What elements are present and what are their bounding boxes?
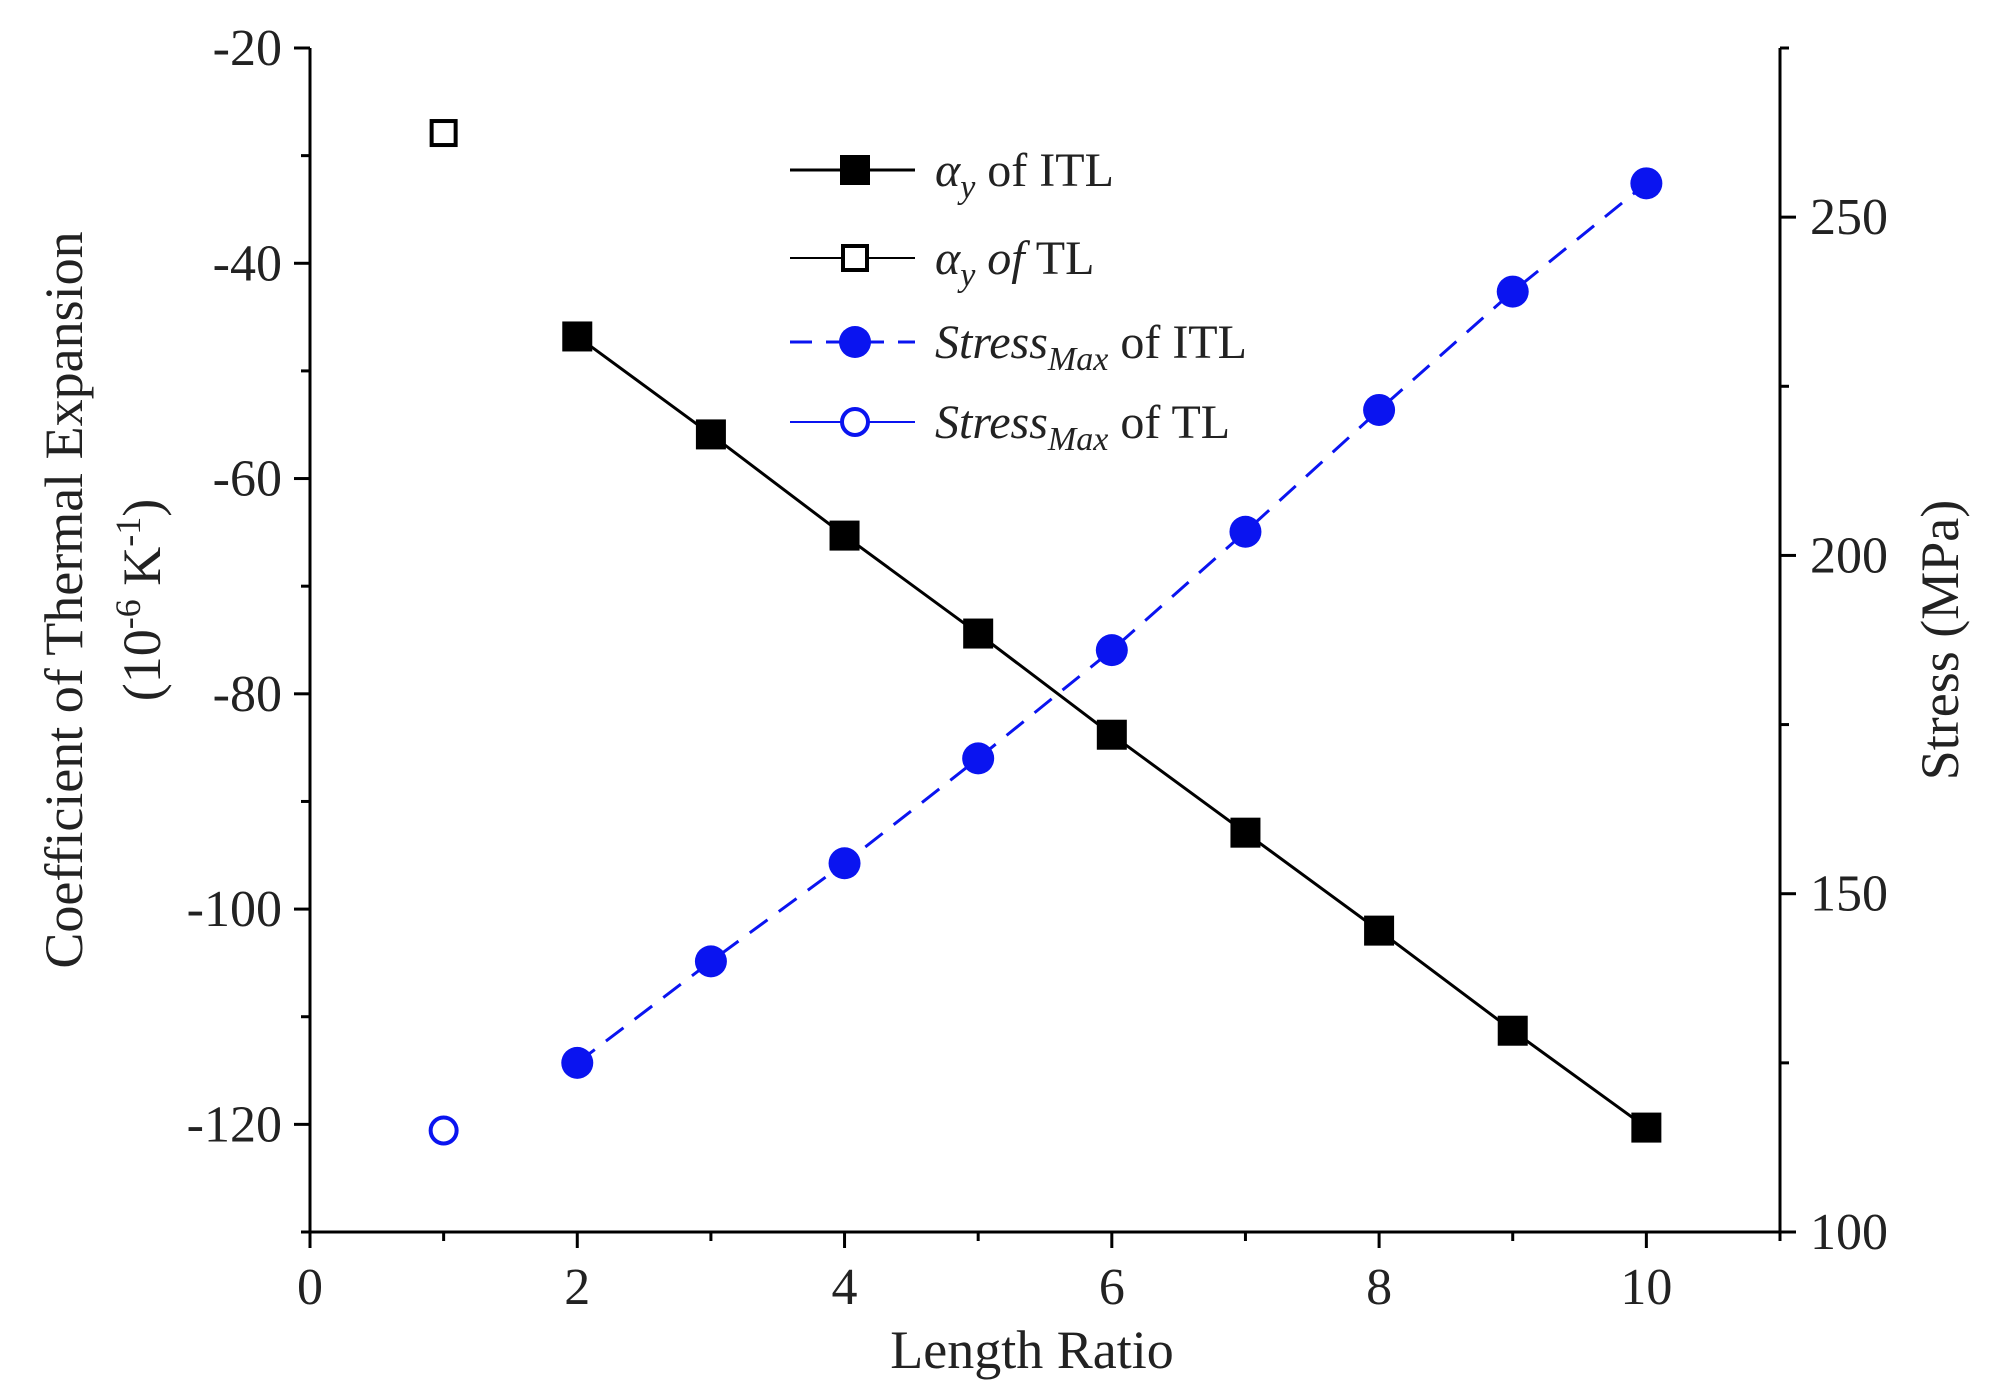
series-line (576, 182, 1648, 1065)
data-point (694, 945, 727, 978)
data-point (1229, 515, 1262, 548)
legend-label: αy of TL (935, 232, 1094, 294)
data-point (1096, 719, 1127, 750)
series-1 (429, 119, 458, 148)
data-point (1363, 393, 1396, 426)
legend-entry: αy of TL (790, 232, 1094, 294)
data-point (829, 520, 860, 551)
legend-label: StressMax of TL (935, 396, 1230, 458)
legend-marker (839, 326, 871, 358)
legend-entry: StressMax of TL (790, 396, 1230, 458)
data-point (828, 847, 861, 880)
data-point (1631, 1112, 1662, 1143)
y-left-unit-exp: -6 (108, 599, 148, 629)
y-right-tick-label: 150 (1810, 866, 1888, 923)
series-3 (428, 1115, 459, 1146)
x-axis-title: Length Ratio (890, 1320, 1173, 1380)
x-tick-label: 6 (1099, 1259, 1125, 1316)
data-point (1630, 167, 1663, 200)
y-left-unit-prefix: (10 (112, 629, 172, 701)
x-tick-label: 10 (1620, 1259, 1672, 1316)
y-right-tick-label: 100 (1810, 1204, 1888, 1261)
x-tick-label: 4 (832, 1259, 858, 1316)
data-point (429, 119, 458, 148)
y-left-axis-title-line1: Coefficient of Thermal Expansion (34, 231, 94, 968)
series-0 (562, 321, 1662, 1143)
x-tick-label: 0 (297, 1259, 323, 1316)
y-left-tick-label: -60 (213, 451, 282, 508)
legend-entry: StressMax of ITL (790, 316, 1247, 378)
y-left-unit-k: K (112, 547, 172, 600)
legend-marker (840, 407, 870, 437)
data-point (695, 419, 726, 450)
data-point (1095, 634, 1128, 667)
data-point (428, 1115, 459, 1146)
series-2 (561, 167, 1663, 1079)
legend-label: StressMax of ITL (935, 316, 1247, 378)
legend-marker (840, 155, 870, 185)
x-tick-label: 8 (1366, 1259, 1392, 1316)
data-point (561, 1046, 594, 1079)
legend-label: αy of ITL (935, 144, 1114, 206)
data-point (962, 742, 995, 775)
data-point (1497, 1015, 1528, 1046)
y-left-tick-label: -80 (213, 666, 282, 723)
y-right-axis-title: Stress (MPa) (1910, 500, 1970, 781)
axes-frame: 0 2 4 6 8 10 -20 -40 -60 -80 -100 -120 100 150 200 250 (187, 20, 1888, 1316)
legend-entry: αy of ITL (790, 144, 1114, 206)
y-left-axis-title-line2: (10-6 K-1) (108, 499, 172, 701)
y-left-tick-label: -20 (213, 20, 282, 77)
y-left-tick-label: -100 (187, 881, 282, 938)
data-point (1364, 915, 1395, 946)
data-point (1230, 817, 1261, 848)
y-right-tick-label: 200 (1810, 527, 1888, 584)
y-left-tick-label: -40 (213, 235, 282, 292)
y-left-tick-label: -120 (187, 1096, 282, 1153)
y-left-unit-k-exp: -1 (108, 517, 148, 547)
x-tick-label: 2 (564, 1259, 590, 1316)
legend: αy of ITL αy of TL StressMax of ITL StressM… (790, 144, 1247, 458)
data-point (963, 618, 994, 649)
y-right-tick-label: 250 (1810, 189, 1888, 246)
data-point (1496, 275, 1529, 308)
y-left-unit-suffix: ) (112, 499, 172, 517)
series-layer (428, 119, 1663, 1146)
legend-marker (841, 244, 869, 272)
data-point (562, 321, 593, 352)
